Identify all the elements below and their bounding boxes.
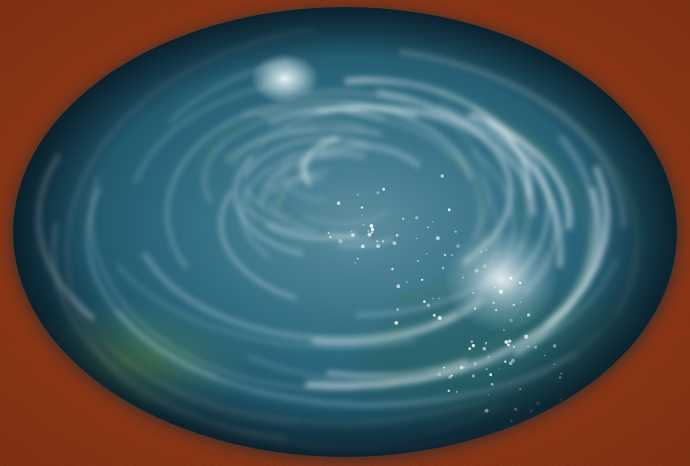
photo-frame bbox=[0, 0, 690, 466]
whirlpool-photo bbox=[0, 0, 690, 466]
